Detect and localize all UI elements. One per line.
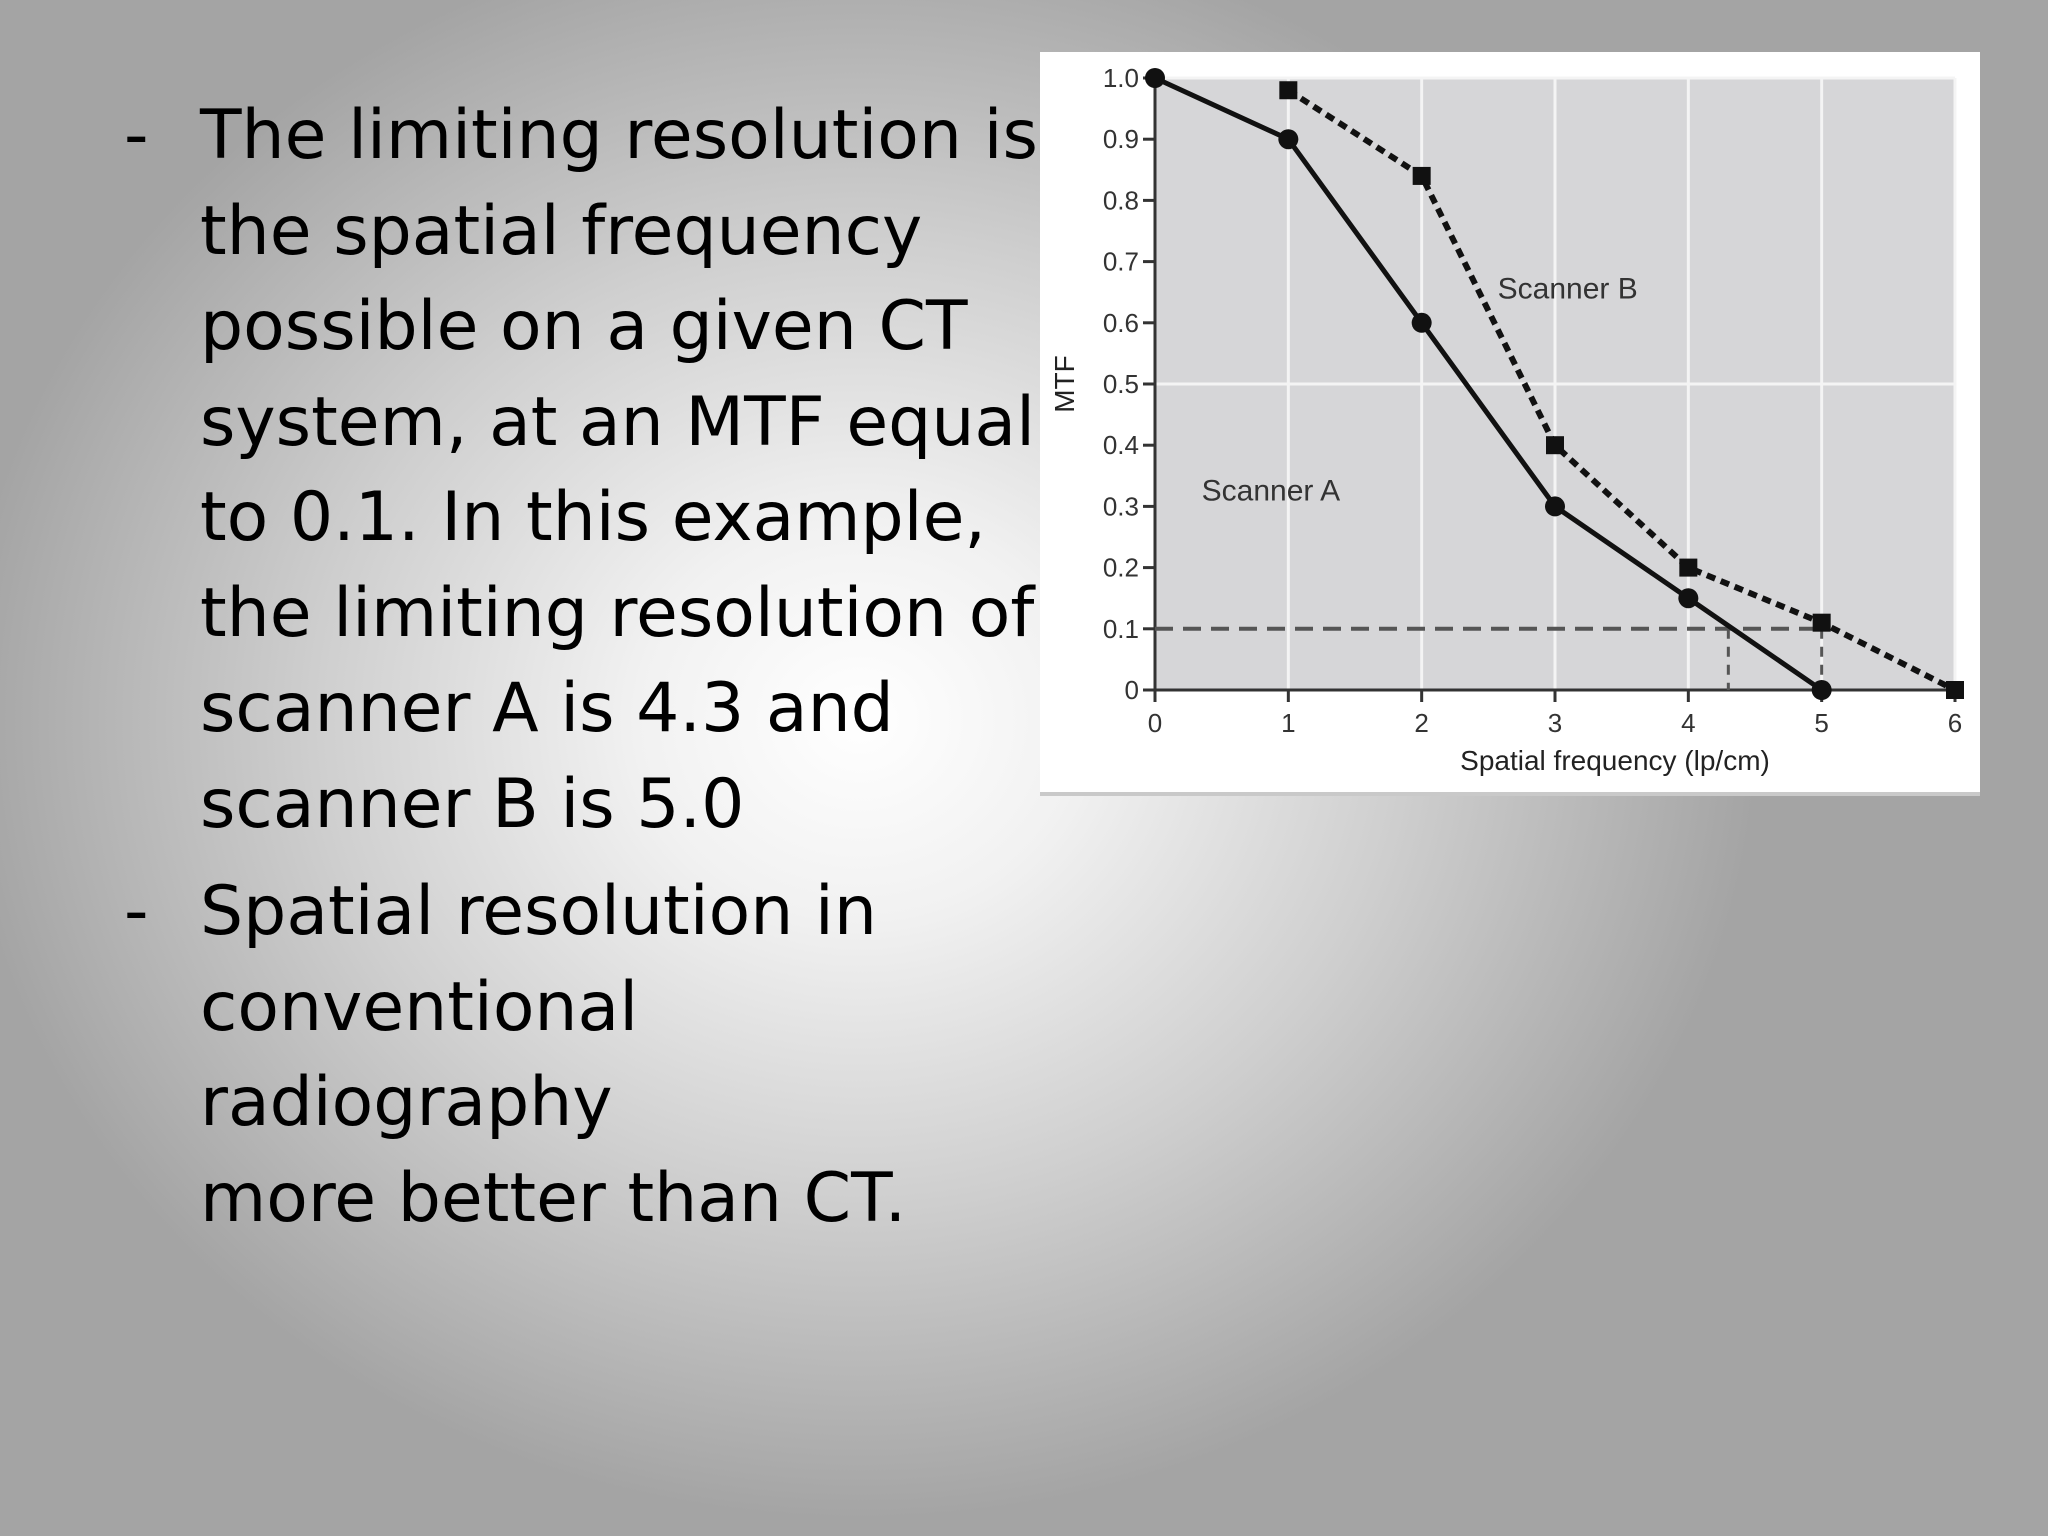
data-point-scanner-a (1411, 312, 1432, 333)
x-axis-title: Spatial frequency (lp/cm) (1460, 745, 1770, 776)
data-point-scanner-b (1679, 558, 1698, 577)
y-tick-label: 0.3 (1103, 491, 1139, 521)
y-tick-label: 0.9 (1103, 124, 1139, 154)
y-tick-label: 0.2 (1103, 553, 1139, 583)
data-point-scanner-a (1811, 680, 1832, 700)
data-point-scanner-b (1546, 436, 1564, 455)
x-tick-label: 1 (1281, 708, 1295, 738)
bullet-line: the spatial frequency (200, 191, 923, 271)
bullet-list: - The limiting resolution is the spatial f… (118, 88, 1048, 1258)
y-axis-title: MTF (1049, 355, 1080, 413)
bullet-line: scanner B is 5.0 (200, 764, 745, 844)
bullet-line: conventional radiography (200, 967, 639, 1143)
data-point-scanner-a (1678, 588, 1699, 609)
series-label-scanner-b: Scanner B (1498, 272, 1638, 305)
data-point-scanner-a (1545, 496, 1565, 517)
bullet-line: possible on a given CT (200, 287, 968, 366)
x-tick-label: 6 (1948, 708, 1962, 738)
y-tick-label: 0.8 (1103, 185, 1139, 215)
series-label-scanner-a: Scanner A (1202, 474, 1340, 507)
data-point-scanner-b (1946, 681, 1964, 699)
x-tick-label: 3 (1548, 708, 1562, 738)
x-tick-label: 5 (1814, 708, 1828, 738)
bullet-line: scanner A is 4.3 and (200, 669, 894, 748)
bullet-line: system, at an MTF equal (200, 382, 1035, 462)
bullet-line: Spatial resolution in (200, 872, 877, 951)
data-point-scanner-a (1145, 68, 1165, 88)
bullet-item: - Spatial resolution in conventional radio… (118, 864, 1048, 1246)
data-point-scanner-b (1412, 166, 1431, 185)
bullet-line: the limiting resolution of (200, 573, 1035, 653)
bullet-marker: - (124, 872, 149, 951)
bullet-line: The limiting resolution is (200, 96, 1038, 175)
bullet-line: more better than CT. (200, 1158, 907, 1238)
data-point-scanner-b (1279, 81, 1298, 100)
x-tick-label: 4 (1681, 708, 1695, 738)
data-point-scanner-a (1278, 129, 1299, 150)
x-tick-label: 0 (1148, 708, 1162, 738)
mtf-chart-svg: 0 0.1 0.2 0.3 0.4 0.5 0.6 0.7 0.8 0.9 1.0 0 1 2 3 4 5 6 Sp… (1049, 63, 1964, 776)
bullet-marker: - (124, 96, 149, 175)
y-tick-label: 0.4 (1103, 430, 1139, 460)
data-point-scanner-b (1812, 613, 1831, 632)
y-tick-label: 1.0 (1103, 63, 1139, 93)
y-tick-label: 0.7 (1103, 247, 1139, 277)
y-tick-label: 0.1 (1103, 614, 1139, 644)
y-tick-label: 0.6 (1103, 308, 1139, 338)
y-tick-label: 0 (1125, 675, 1139, 705)
bullet-line: to 0.1. In this example, (200, 478, 987, 557)
bullet-item: - The limiting resolution is the spatial f… (118, 88, 1048, 852)
y-tick-label: 0.5 (1103, 369, 1139, 399)
series-line-scanner-a (1153, 75, 1824, 693)
x-tick-label: 2 (1414, 708, 1428, 738)
mtf-chart: 0 0.1 0.2 0.3 0.4 0.5 0.6 0.7 0.8 0.9 1.0 0 1 2 3 4 5 6 Sp… (1040, 52, 1980, 796)
